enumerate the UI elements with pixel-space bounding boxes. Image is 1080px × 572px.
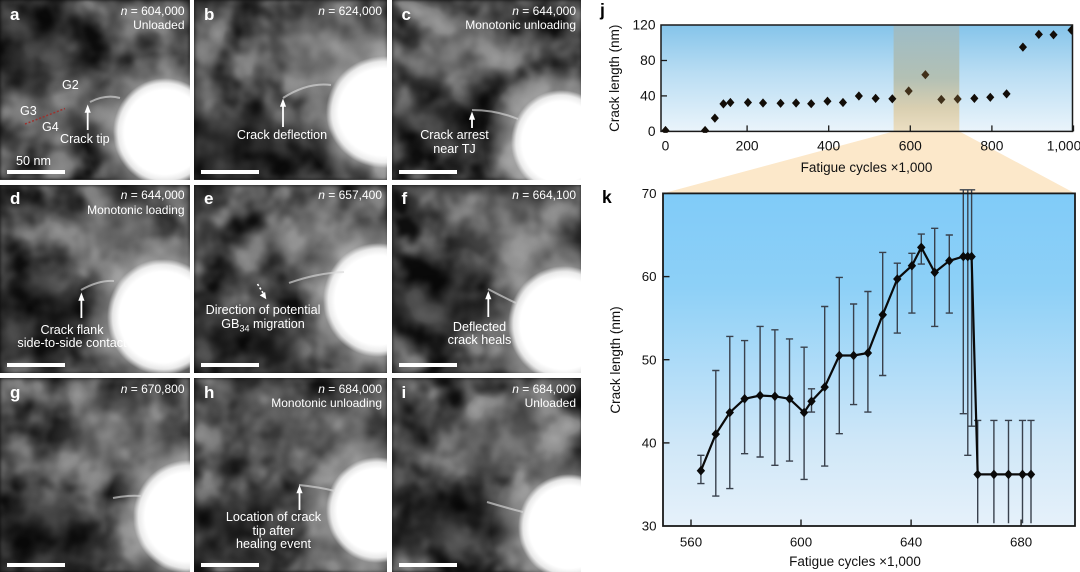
svg-text:Crack length (nm): Crack length (nm): [608, 306, 623, 413]
svg-text:40: 40: [642, 436, 657, 451]
svg-text:560: 560: [680, 535, 702, 550]
svg-text:800: 800: [980, 139, 1003, 154]
svg-text:680: 680: [1010, 535, 1032, 550]
svg-text:600: 600: [790, 535, 812, 550]
svg-text:j: j: [599, 0, 605, 20]
svg-text:0: 0: [662, 139, 670, 154]
svg-text:600: 600: [899, 139, 922, 154]
svg-text:640: 640: [900, 535, 922, 550]
svg-text:Fatigue cycles ×1,000: Fatigue cycles ×1,000: [801, 160, 933, 175]
svg-text:Fatigue cycles ×1,000: Fatigue cycles ×1,000: [789, 554, 921, 569]
svg-text:60: 60: [642, 269, 657, 284]
svg-text:80: 80: [640, 53, 656, 68]
svg-text:70: 70: [642, 186, 657, 201]
svg-text:50: 50: [642, 352, 657, 367]
svg-text:0: 0: [648, 124, 656, 139]
svg-text:Crack length (nm): Crack length (nm): [607, 25, 622, 132]
svg-text:40: 40: [640, 89, 656, 104]
svg-text:120: 120: [632, 18, 655, 33]
svg-text:30: 30: [642, 519, 657, 534]
svg-text:k: k: [602, 187, 612, 207]
svg-text:1,000: 1,000: [1047, 139, 1080, 154]
svg-text:200: 200: [736, 139, 759, 154]
svg-text:400: 400: [817, 139, 840, 154]
